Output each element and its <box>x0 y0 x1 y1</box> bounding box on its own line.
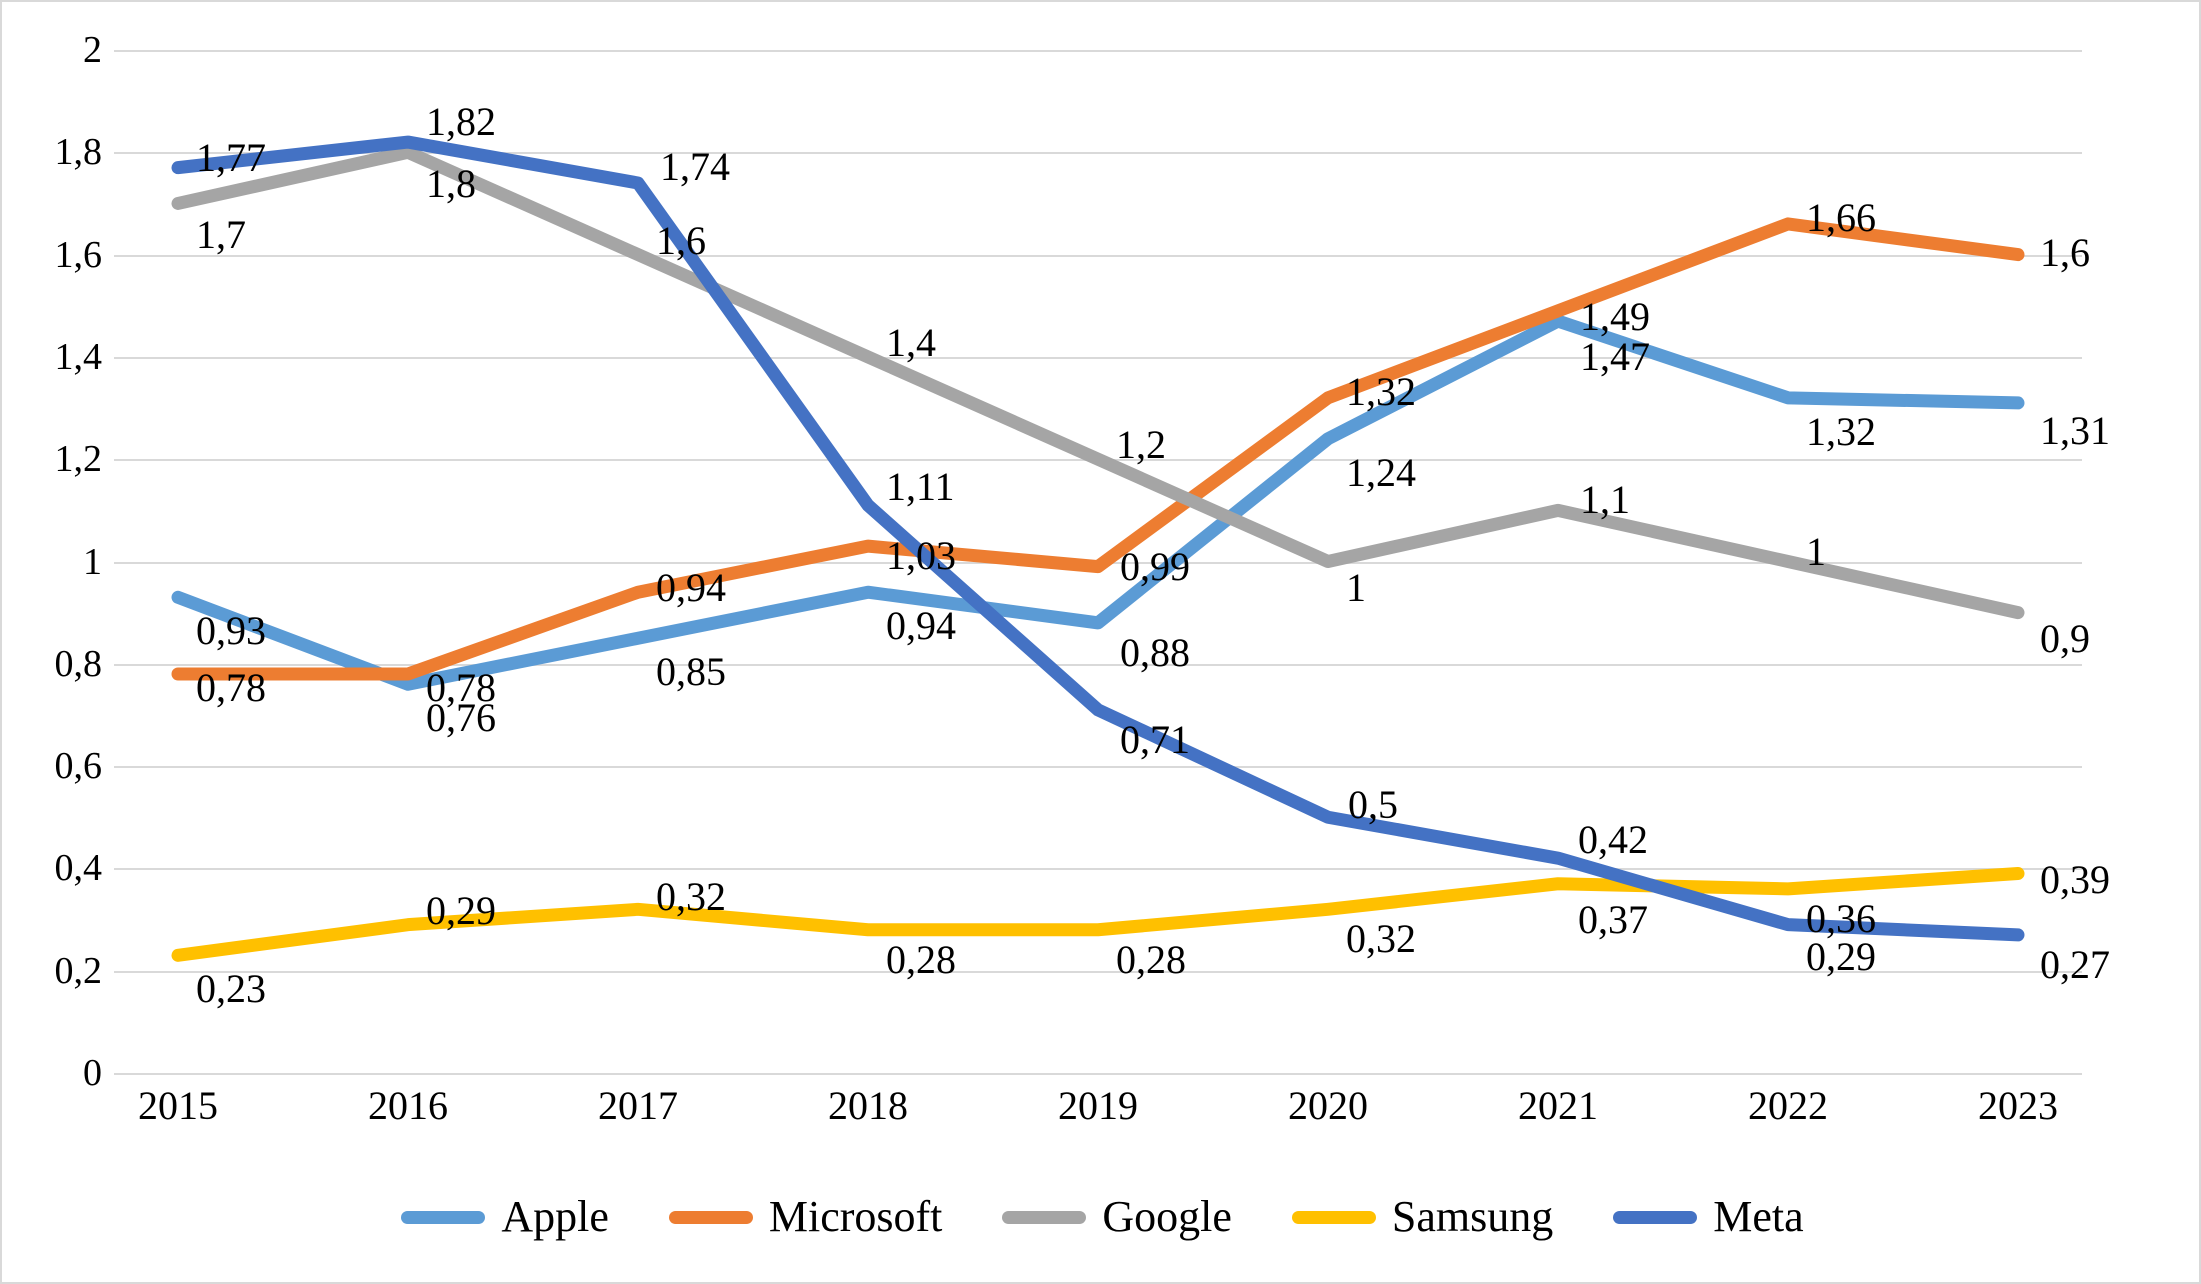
legend-label: Microsoft <box>768 1192 943 1241</box>
legend-label: Meta <box>1713 1192 1804 1241</box>
legend-item-meta[interactable]: Meta <box>1613 1192 1804 1241</box>
y-axis-tick-label: 1,6 <box>54 233 103 276</box>
legend-item-samsung[interactable]: Samsung <box>1291 1192 1554 1241</box>
y-axis-tick-label: 0,8 <box>54 642 103 685</box>
series-line-apple <box>171 314 2025 691</box>
y-axis-tick-label: 0,2 <box>54 949 103 992</box>
x-axis-tick-label: 2018 <box>828 1083 908 1128</box>
series-line-samsung <box>171 867 2025 962</box>
y-axis-tick-label: 1,4 <box>54 335 103 378</box>
legend-swatch-icon <box>1002 1210 1087 1224</box>
x-axis: 2015 2016 2017 2018 2019 2020 2021 2022 2023 <box>114 1082 2082 1142</box>
y-axis-tick-label: 2 <box>83 29 102 71</box>
legend-item-google[interactable]: Google <box>1002 1195 1232 1239</box>
gridline <box>114 50 2082 52</box>
x-axis-tick-label: 2015 <box>138 1083 218 1128</box>
y-axis-tick-label: 1,8 <box>54 131 103 174</box>
x-axis-tick-label: 2019 <box>1058 1083 1138 1128</box>
gridline <box>114 356 2082 359</box>
legend-item-microsoft[interactable]: Microsoft <box>668 1192 943 1241</box>
gridline <box>114 254 2082 257</box>
legend-swatch-icon <box>1613 1210 1698 1224</box>
x-axis-tick-label: 2023 <box>1978 1083 2058 1128</box>
x-axis-tick-label: 2021 <box>1518 1083 1598 1128</box>
y-axis-tick-label: 0 <box>83 1052 102 1094</box>
legend-label: Samsung <box>1391 1192 1554 1241</box>
legend-item-apple[interactable]: Apple <box>401 1195 609 1239</box>
y-axis-tick-label: 1,2 <box>54 438 103 481</box>
legend-swatch-icon <box>668 1210 753 1224</box>
series-line-microsoft <box>171 217 2025 681</box>
chart-legend: Apple Microsoft Google Samsung Meta <box>2 1177 2199 1257</box>
gridline <box>114 766 2082 769</box>
series-line-google <box>171 145 2025 620</box>
plot-area: 0,93 0,76 0,85 0,94 0,88 1,24 1,47 1,32 1,31 0,78… <box>114 50 2110 1075</box>
legend-swatch-icon <box>1291 1210 1376 1224</box>
x-axis-tick-label: 2022 <box>1748 1083 1828 1128</box>
gridline <box>114 663 2082 666</box>
y-axis: 0 0,2 0,4 0,6 0,8 1 1,2 1,4 1,6 1,8 2 <box>2 29 103 1094</box>
x-axis-tick-label: 2017 <box>598 1083 678 1128</box>
gridline <box>114 1073 2082 1075</box>
gridline <box>114 868 2082 871</box>
y-axis-tick-label: 0,4 <box>54 847 103 890</box>
gridline <box>114 152 2082 155</box>
gridline <box>114 970 2082 973</box>
x-axis-tick-label: 2016 <box>368 1083 448 1128</box>
y-axis-tick-label: 1 <box>83 540 102 583</box>
series-line-meta <box>171 135 2025 942</box>
legend-swatch-icon <box>401 1210 486 1224</box>
y-axis-tick-label: 0,6 <box>54 745 103 788</box>
legend-label: Google <box>1102 1192 1232 1241</box>
series-lines <box>171 135 2025 962</box>
x-axis-tick-label: 2020 <box>1288 1083 1368 1128</box>
legend-label: Apple <box>501 1192 609 1241</box>
